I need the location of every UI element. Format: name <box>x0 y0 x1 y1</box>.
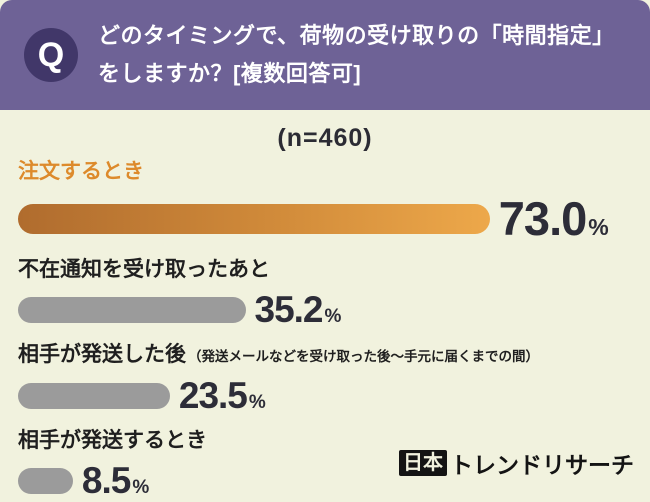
bar-line: 23.5% <box>18 375 632 417</box>
bar-label-text: 相手が発送した後 <box>18 343 186 367</box>
bar-value: 35.2% <box>255 289 342 331</box>
bar-row-when-shipping: 相手が発送するとき 8.5% <box>18 428 632 502</box>
bar-chart: 注文するとき 73.0% 不在通知を受け取ったあと 35.2% 相手が発送した後… <box>0 153 650 502</box>
bar-label: 不在通知を受け取ったあと <box>18 257 632 282</box>
brand-logo-text: トレンドリサーチ <box>450 452 634 478</box>
bar-label-text: 不在通知を受け取ったあと <box>18 258 270 282</box>
value-number: 35.2 <box>254 289 324 331</box>
sample-size-label: (n=460) <box>277 124 373 152</box>
bar-gray <box>18 297 246 324</box>
bar-label-note: （発送メールなどを受け取った後〜手元に届くまでの間） <box>188 349 539 365</box>
bar-value: 23.5% <box>179 375 266 417</box>
value-percent-sign: % <box>588 214 609 241</box>
question-line-2: をしますか？[複数回答可] <box>98 61 362 86</box>
value-number: 73.0 <box>498 192 587 246</box>
bar-gray <box>18 382 170 409</box>
bar-value: 8.5% <box>82 460 149 502</box>
value-number: 8.5 <box>81 459 131 501</box>
brand-logo-box: 日本 <box>399 450 447 476</box>
bar-label: 相手が発送した後 （発送メールなどを受け取った後〜手元に届くまでの間） <box>18 342 632 367</box>
value-percent-sign: % <box>248 391 266 413</box>
value-percent-sign: % <box>324 306 342 328</box>
question-header: Q どのタイミングで、荷物の受け取りの「時間指定」 をしますか？[複数回答可] <box>0 0 650 110</box>
question-line-1: どのタイミングで、荷物の受け取りの「時間指定」 <box>98 22 615 48</box>
bar-highlight <box>18 203 490 234</box>
brand-logo: 日本 トレンドリサーチ <box>399 446 634 480</box>
question-text: どのタイミングで、荷物の受け取りの「時間指定」 をしますか？[複数回答可] <box>98 17 615 94</box>
bar-row-order-time: 注文するとき 73.0% <box>18 159 632 246</box>
bar-line: 73.0% <box>18 191 632 246</box>
bar-row-after-missed-delivery-notice: 不在通知を受け取ったあと 35.2% <box>18 257 632 331</box>
bar-value: 73.0% <box>499 191 609 246</box>
bar-label: 相手が発送するとき <box>18 428 632 453</box>
bar-label-text: 注文するとき <box>18 160 144 183</box>
value-percent-sign: % <box>132 476 150 498</box>
bar-line: 35.2% <box>18 289 632 331</box>
bar-label: 注文するとき <box>18 159 632 184</box>
value-number: 23.5 <box>178 374 248 416</box>
bar-label-text: 相手が発送するとき <box>18 428 207 452</box>
bar-row-after-shipped: 相手が発送した後 （発送メールなどを受け取った後〜手元に届くまでの間） 23.5… <box>18 342 632 416</box>
bar-gray <box>18 467 73 494</box>
q-badge-icon: Q <box>24 28 78 82</box>
